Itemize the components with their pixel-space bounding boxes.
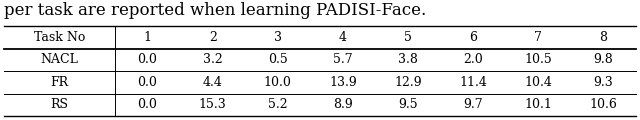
Text: 0.0: 0.0: [138, 76, 157, 89]
Text: 2.0: 2.0: [463, 53, 483, 66]
Text: 13.9: 13.9: [329, 76, 357, 89]
Text: 0.5: 0.5: [268, 53, 288, 66]
Text: 9.7: 9.7: [463, 98, 483, 111]
Text: 9.8: 9.8: [593, 53, 613, 66]
Text: per task are reported when learning PADISI-Face.: per task are reported when learning PADI…: [4, 2, 426, 19]
Text: 4: 4: [339, 31, 347, 44]
Text: 8: 8: [600, 31, 607, 44]
Text: 5: 5: [404, 31, 412, 44]
Text: 8.9: 8.9: [333, 98, 353, 111]
Text: 3: 3: [274, 31, 282, 44]
Text: 7: 7: [534, 31, 542, 44]
Text: 0.0: 0.0: [138, 98, 157, 111]
Text: 10.6: 10.6: [589, 98, 618, 111]
Text: 12.9: 12.9: [394, 76, 422, 89]
Text: 1: 1: [143, 31, 152, 44]
Text: 5.2: 5.2: [268, 98, 287, 111]
Text: 10.1: 10.1: [524, 98, 552, 111]
Text: RS: RS: [51, 98, 68, 111]
Text: 9.3: 9.3: [593, 76, 613, 89]
Text: 2: 2: [209, 31, 216, 44]
Text: 10.4: 10.4: [524, 76, 552, 89]
Text: 9.5: 9.5: [398, 98, 418, 111]
Text: 10.5: 10.5: [524, 53, 552, 66]
Text: Task No: Task No: [34, 31, 85, 44]
Text: 10.0: 10.0: [264, 76, 292, 89]
Text: 6: 6: [469, 31, 477, 44]
Text: NACL: NACL: [40, 53, 79, 66]
Text: 5.7: 5.7: [333, 53, 353, 66]
Text: 11.4: 11.4: [460, 76, 487, 89]
Text: 3.2: 3.2: [203, 53, 223, 66]
Text: 3.8: 3.8: [398, 53, 418, 66]
Text: 0.0: 0.0: [138, 53, 157, 66]
Text: 4.4: 4.4: [203, 76, 223, 89]
Text: 15.3: 15.3: [199, 98, 227, 111]
Text: FR: FR: [51, 76, 68, 89]
